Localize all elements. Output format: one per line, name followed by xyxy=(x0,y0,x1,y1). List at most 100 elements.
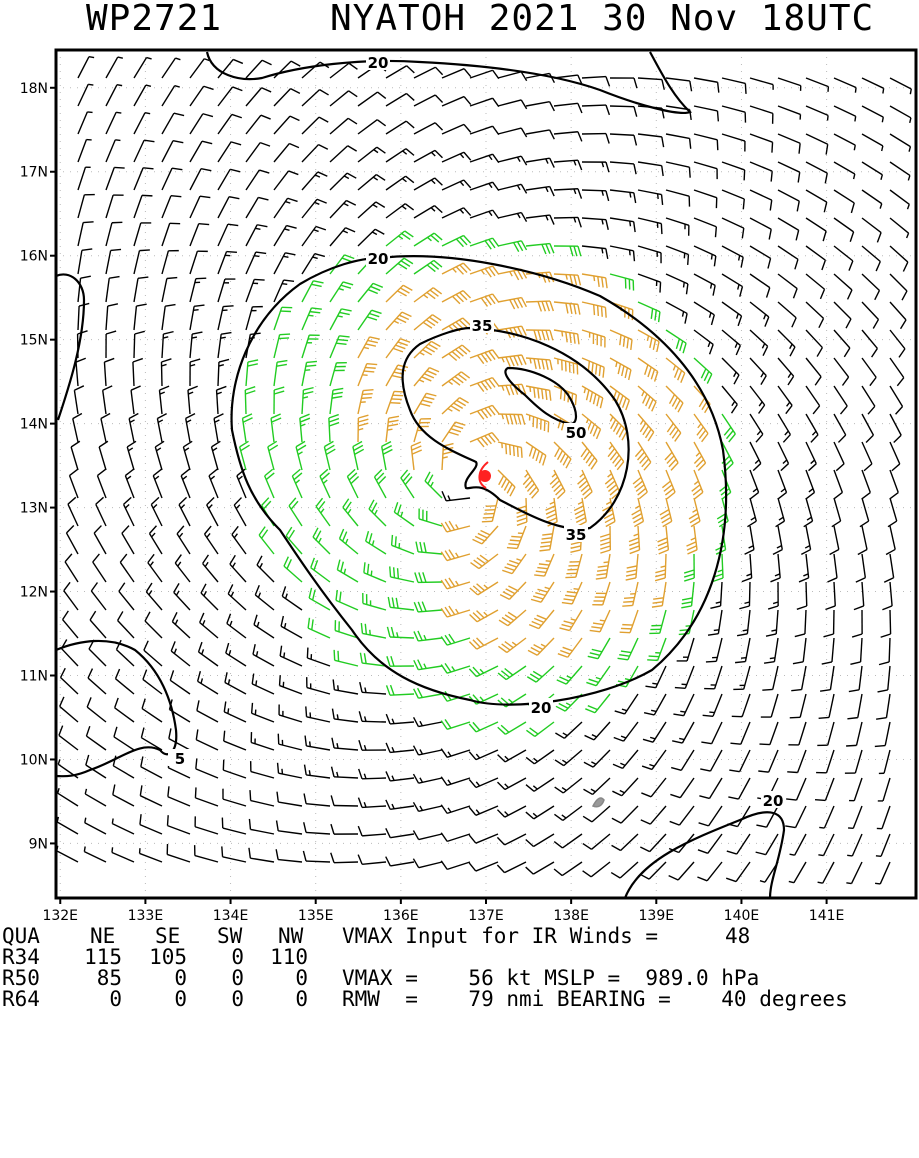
wind-barb-232 xyxy=(694,274,715,296)
wind-barb-508 xyxy=(886,526,895,555)
wind-barb-805 xyxy=(785,806,806,828)
wind-barb-395 xyxy=(214,414,223,442)
wind-barb-429 xyxy=(324,441,335,470)
wind-barb-87 xyxy=(834,134,855,150)
wind-barb-400 xyxy=(358,415,368,442)
wind-barb-32 xyxy=(134,85,151,106)
wind-barb-624 xyxy=(764,638,778,663)
wind-barb-471 xyxy=(689,498,700,527)
wind-barb-695 xyxy=(224,702,246,722)
wind-barb-53 xyxy=(722,106,745,123)
wind-barb-538 xyxy=(884,554,893,582)
wind-barb-304 xyxy=(190,332,202,358)
wind-barb-492 xyxy=(419,508,442,526)
wind-barb-636 xyxy=(253,644,274,666)
wind-barb-167 xyxy=(554,217,581,227)
wind-barb-587 xyxy=(559,610,582,631)
wind-barb-704 xyxy=(469,722,498,732)
lat-label-10N: 10N xyxy=(20,752,48,768)
wind-barb-387 xyxy=(834,414,846,442)
wind-barb-67 xyxy=(274,116,299,134)
wind-barb-200 xyxy=(638,246,661,263)
wind-barb-110 xyxy=(638,162,663,176)
r50-sw: 0 xyxy=(188,968,244,989)
wind-barb-368 xyxy=(302,388,314,414)
wind-barb-45 xyxy=(498,100,527,109)
wind-barb-148 xyxy=(862,190,882,209)
lon-label-136E: 136E xyxy=(383,908,419,924)
wind-barb-662 xyxy=(143,670,162,694)
wind-barb-246 xyxy=(246,279,265,302)
wind-barb-299 xyxy=(890,330,905,357)
wind-barb-108 xyxy=(582,162,609,172)
wind-barb-198 xyxy=(582,246,608,259)
wind-barb-697 xyxy=(279,704,302,722)
wind-barb-363 xyxy=(159,386,169,414)
wind-barb-777 xyxy=(849,778,862,801)
r34-se: 105 xyxy=(125,947,187,968)
wind-barb-173 xyxy=(722,218,744,238)
wind-barb-72 xyxy=(414,123,443,134)
wind-barb-295 xyxy=(778,330,795,356)
wind-barb-101 xyxy=(386,149,414,162)
wind-barb-681 xyxy=(673,694,694,716)
wind-barb-856 xyxy=(526,862,554,874)
wind-barb-143 xyxy=(722,190,744,209)
wind-barb-253 xyxy=(442,291,471,304)
wind-barb-680 xyxy=(644,694,666,715)
wind-barb-654 xyxy=(762,666,778,690)
wind-barb-141 xyxy=(666,190,690,207)
wind-barb-785 xyxy=(223,789,246,806)
wind-barb-678 xyxy=(585,694,610,713)
wind-barb-95 xyxy=(218,142,241,162)
wind-barb-780 xyxy=(85,789,106,806)
contour-20-west xyxy=(56,274,84,420)
wind-barb-520 xyxy=(366,531,386,554)
wind-barb-70 xyxy=(358,120,386,134)
wind-barb-493 xyxy=(441,521,470,532)
wind-barb-289 xyxy=(610,330,632,350)
wind-barb-293 xyxy=(722,330,740,355)
wind-barb-474 xyxy=(776,498,785,527)
wind-barb-845 xyxy=(222,846,246,862)
wind-barb-664 xyxy=(198,671,218,694)
wind-barb-553 xyxy=(441,578,470,589)
wind-barb-495 xyxy=(507,526,526,548)
wind-barb-787 xyxy=(277,792,302,806)
wind-barb-26 xyxy=(806,78,828,92)
wind-barb-366 xyxy=(245,387,255,414)
contour-35 xyxy=(403,328,629,529)
wind-barb-547 xyxy=(284,557,302,582)
wind-barb-593 xyxy=(737,610,750,636)
wind-barb-425 xyxy=(212,441,221,470)
wind-barb-734 xyxy=(469,750,498,760)
wind-barb-595 xyxy=(795,610,806,637)
wind-barb-529 xyxy=(626,554,638,580)
wind-barb-525 xyxy=(502,554,526,574)
wind-barb-115 xyxy=(778,162,800,183)
wind-barb-63 xyxy=(162,113,184,134)
wind-barb-572 xyxy=(146,583,162,610)
wind-barb-412 xyxy=(694,442,706,470)
wind-barb-260 xyxy=(638,302,660,322)
wind-barb-239 xyxy=(890,274,907,300)
wind-barb-652 xyxy=(704,666,722,689)
wind-barb-729 xyxy=(332,738,358,750)
vmax-mslp-text: VMAX = 56 kt MSLP = 989.0 hPa xyxy=(342,968,759,989)
wind-barb-323 xyxy=(722,358,739,384)
wind-barb-215 xyxy=(218,252,237,274)
wind-barb-668 xyxy=(307,677,330,694)
wind-barb-512 xyxy=(149,526,162,554)
wind-barb-212 xyxy=(134,250,150,274)
wind-barb-513 xyxy=(177,526,190,554)
wind-barb-614 xyxy=(469,638,498,649)
wind-barb-124 xyxy=(190,169,211,190)
wind-barb-216 xyxy=(246,252,266,274)
wind-barb-750 xyxy=(86,755,106,778)
wind-barb-643 xyxy=(441,663,470,673)
wind-barb-671 xyxy=(387,685,414,695)
wind-barb-478 xyxy=(888,498,897,527)
wind-barb-791 xyxy=(386,800,414,809)
wind-barb-484 xyxy=(207,497,218,526)
wind-barb-716 xyxy=(817,722,834,745)
